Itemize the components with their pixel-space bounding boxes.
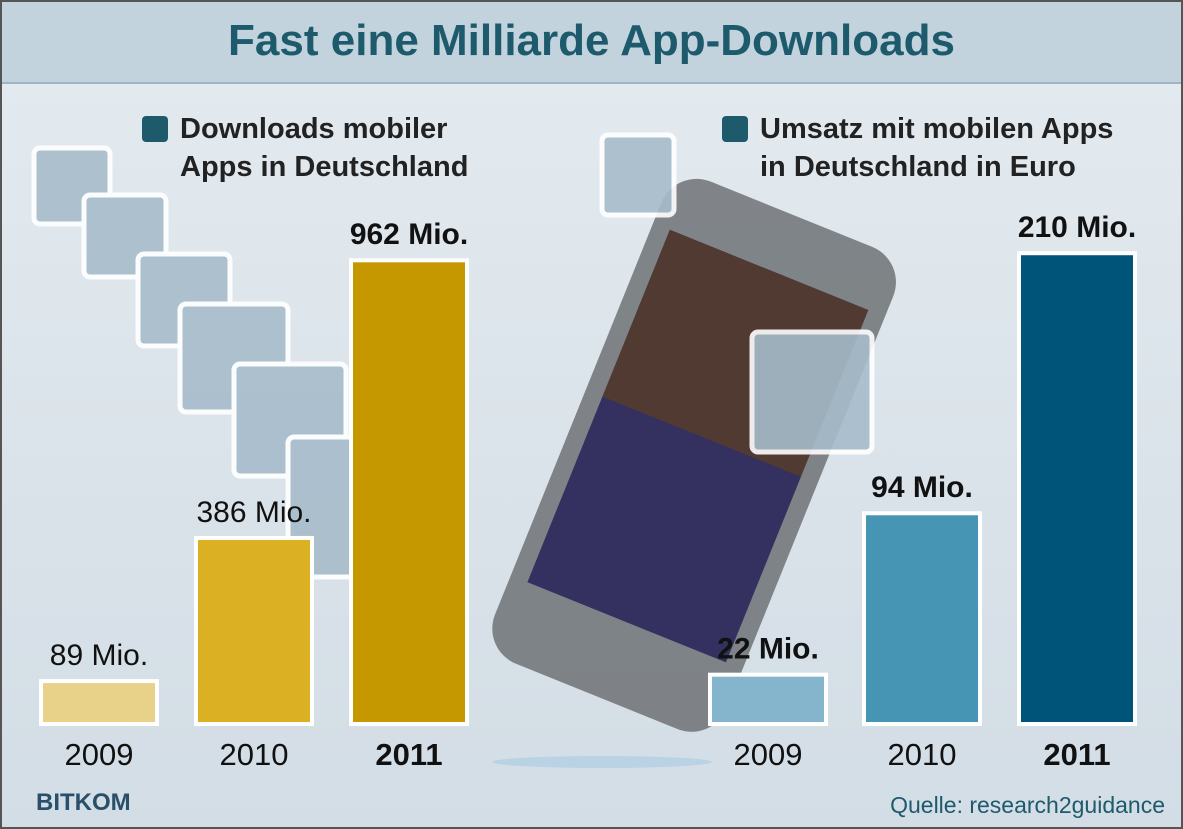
- x-tick-label: 2011: [375, 737, 442, 772]
- legend-text: Downloads mobiler Apps in Deutschland: [180, 113, 469, 183]
- bar: [39, 679, 159, 726]
- bar: [708, 672, 828, 727]
- value-label: 386 Mio.: [196, 496, 311, 529]
- x-tick-label: 2009: [734, 737, 803, 772]
- app-icons: [31, 132, 875, 580]
- x-tick-label: 2009: [65, 737, 134, 772]
- legend: Umsatz mit mobilen Apps in Deutschland i…: [722, 110, 1135, 186]
- value-label: 22 Mio.: [717, 633, 819, 666]
- bar: [1017, 251, 1137, 727]
- shadow: [492, 756, 712, 768]
- source: Quelle: research2guidance: [890, 792, 1165, 818]
- title: Fast eine Milliarde App-Downloads: [228, 16, 955, 65]
- legend-text: Umsatz mit mobilen Apps in Deutschland i…: [760, 113, 1114, 183]
- legend-swatch: [722, 116, 748, 142]
- bar: [862, 511, 982, 726]
- value-label: 962 Mio.: [350, 218, 468, 251]
- value-label: 89 Mio.: [50, 639, 148, 672]
- x-tick-label: 2010: [888, 737, 957, 772]
- phone-illustration: [492, 178, 896, 732]
- logo: BITKOM: [36, 789, 131, 816]
- value-label: 94 Mio.: [871, 471, 973, 504]
- x-tick-label: 2011: [1043, 737, 1110, 772]
- legend: Downloads mobiler Apps in Deutschland: [142, 110, 480, 186]
- legend-swatch: [142, 116, 168, 142]
- value-label: 210 Mio.: [1018, 211, 1136, 244]
- bar: [194, 535, 314, 726]
- x-tick-label: 2010: [220, 737, 289, 772]
- bar: [349, 258, 469, 726]
- title-bar: [2, 2, 1181, 84]
